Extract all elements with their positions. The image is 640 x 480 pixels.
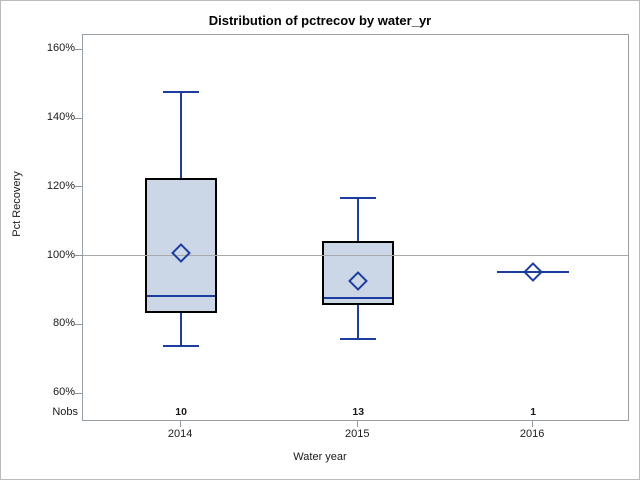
upper-whisker-cap [163,90,200,93]
box-iqr [322,241,395,305]
y-axis-tick [75,392,82,394]
x-axis-tick [357,421,359,427]
nobs-row-label: Nobs [52,406,78,418]
x-axis-tick-label: 2015 [344,428,370,440]
box-iqr [145,177,218,314]
x-axis-tick-label: 2016 [519,428,545,440]
upper-whisker-cap [340,197,377,200]
chart-title: Distribution of pctrecov by water_yr [208,13,432,28]
upper-whisker [357,198,360,242]
y-axis-tick-label: 60% [52,386,75,398]
y-axis-tick [75,48,82,50]
lower-whisker [180,313,183,347]
y-axis-tick [75,323,82,325]
upper-whisker [180,91,183,178]
nobs-value: 13 [352,406,365,418]
y-axis-tick [75,186,82,188]
mean-diamond-marker [523,262,544,283]
median-line [324,296,393,299]
lower-whisker-cap [340,338,377,341]
x-axis-tick [180,421,182,427]
nobs-value: 1 [530,406,537,418]
y-axis-tick [75,255,82,256]
y-axis-tick-label: 80% [52,317,75,330]
y-axis-tick-label: 100% [46,248,75,261]
reference-line [83,255,628,256]
nobs-value: 10 [175,406,187,418]
x-axis-tick-label: 2014 [167,428,193,440]
lower-whisker-cap [163,345,200,348]
lower-whisker [357,304,360,340]
y-axis-title: Pct Recovery [11,171,23,237]
single-observation-line [497,271,570,274]
x-axis-tick [532,421,534,427]
median-line [147,295,216,298]
y-axis-tick-label: 160% [46,42,75,55]
y-axis-tick-label: 140% [46,111,75,123]
x-axis-title: Water year [293,451,347,463]
y-axis-tick [75,117,82,119]
plot-area: 160% 140% 120% 100% 80% 60% 10 13 1 [47,34,629,421]
y-axis-tick-label: 120% [46,179,75,192]
